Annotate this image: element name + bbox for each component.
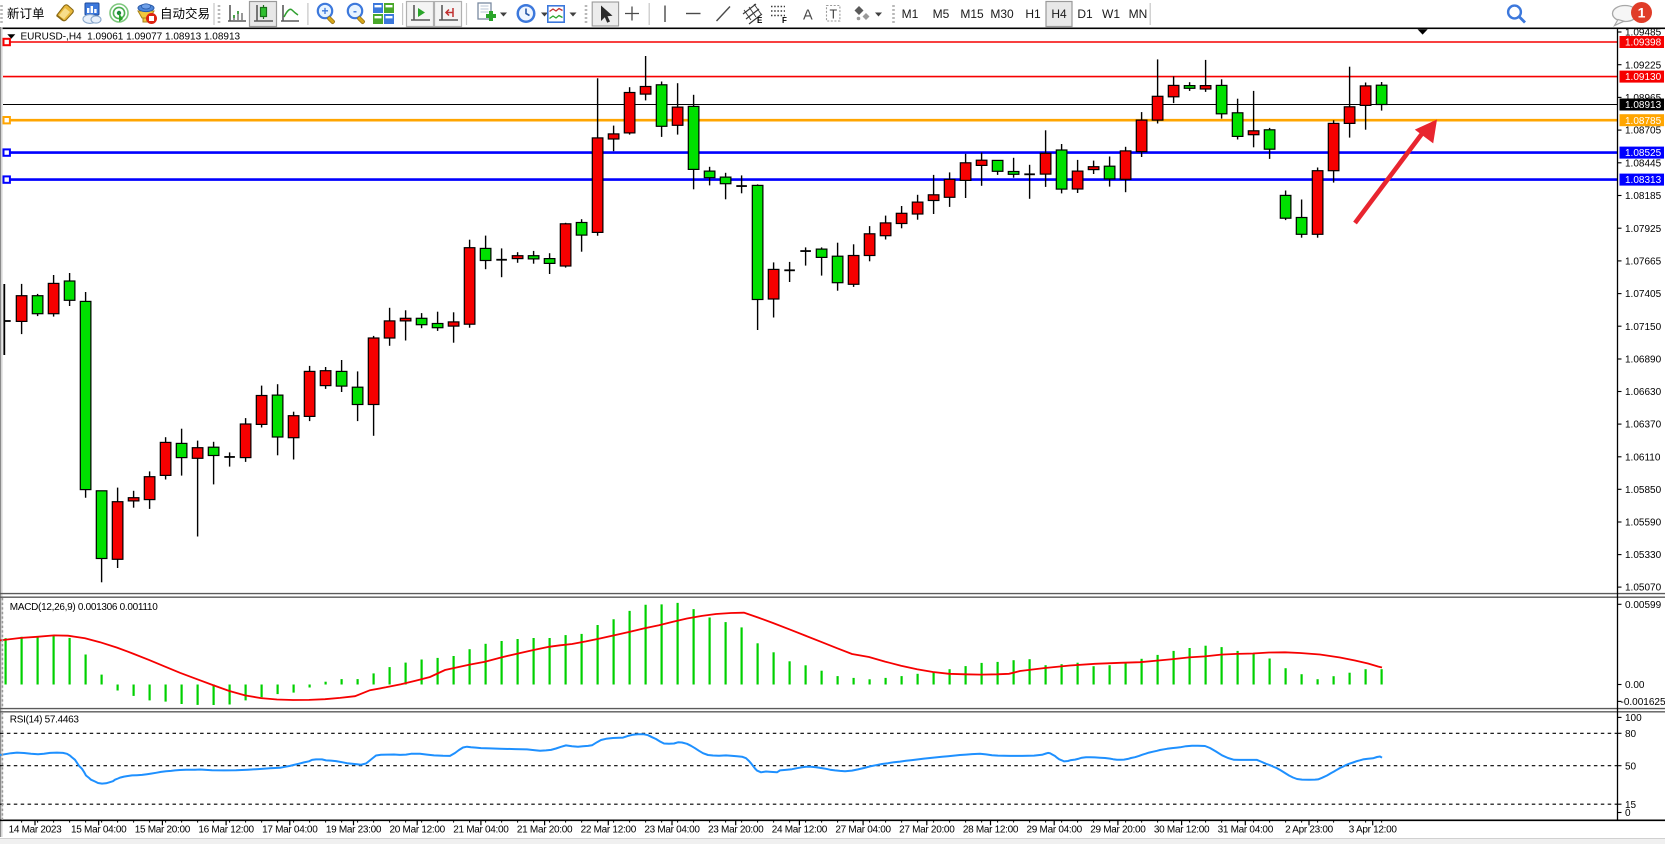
svg-text:1.07925: 1.07925 bbox=[1625, 224, 1662, 235]
svg-text:22 Mar 12:00: 22 Mar 12:00 bbox=[581, 825, 637, 836]
svg-text:23 Mar 20:00: 23 Mar 20:00 bbox=[708, 825, 764, 836]
svg-text:1.06890: 1.06890 bbox=[1625, 355, 1662, 366]
svg-text:1.07150: 1.07150 bbox=[1625, 322, 1662, 333]
svg-text:23 Mar 04:00: 23 Mar 04:00 bbox=[644, 825, 700, 836]
svg-text:2 Apr 23:00: 2 Apr 23:00 bbox=[1285, 825, 1334, 836]
svg-text:80: 80 bbox=[1625, 729, 1637, 740]
svg-text:W1: W1 bbox=[1102, 7, 1120, 21]
svg-text:30 Mar 12:00: 30 Mar 12:00 bbox=[1154, 825, 1210, 836]
svg-text:M15: M15 bbox=[960, 7, 984, 21]
svg-text:24 Mar 12:00: 24 Mar 12:00 bbox=[772, 825, 828, 836]
svg-text:1.08785: 1.08785 bbox=[1625, 116, 1662, 127]
svg-text:M30: M30 bbox=[990, 7, 1014, 21]
svg-text:D1: D1 bbox=[1077, 7, 1093, 21]
svg-text:1.09485: 1.09485 bbox=[1625, 28, 1662, 39]
svg-text:1.09225: 1.09225 bbox=[1625, 60, 1662, 71]
svg-text:1.08913: 1.08913 bbox=[1625, 100, 1662, 111]
svg-text:H4: H4 bbox=[1051, 7, 1067, 21]
svg-text:MACD(12,26,9) 0.001306 0.00111: MACD(12,26,9) 0.001306 0.001110 bbox=[10, 602, 158, 613]
svg-text:0: 0 bbox=[1625, 808, 1631, 819]
svg-text:0.00: 0.00 bbox=[1625, 680, 1645, 691]
svg-text:1.06630: 1.06630 bbox=[1625, 387, 1662, 398]
svg-text:E: E bbox=[757, 16, 763, 25]
svg-text:M1: M1 bbox=[902, 7, 919, 21]
svg-text:16 Mar 12:00: 16 Mar 12:00 bbox=[198, 825, 254, 836]
svg-text:-: - bbox=[353, 4, 357, 18]
svg-text:19 Mar 23:00: 19 Mar 23:00 bbox=[326, 825, 382, 836]
svg-text:+: + bbox=[321, 4, 328, 18]
svg-text:15: 15 bbox=[1625, 800, 1637, 811]
svg-text:20 Mar 12:00: 20 Mar 12:00 bbox=[390, 825, 446, 836]
svg-text:新订单: 新订单 bbox=[7, 6, 45, 21]
svg-text:15 Mar 04:00: 15 Mar 04:00 bbox=[71, 825, 127, 836]
svg-text:15 Mar 20:00: 15 Mar 20:00 bbox=[135, 825, 191, 836]
svg-text:14 Mar 2023: 14 Mar 2023 bbox=[9, 825, 63, 836]
svg-text:17 Mar 04:00: 17 Mar 04:00 bbox=[262, 825, 318, 836]
svg-text:1.05070: 1.05070 bbox=[1625, 583, 1662, 594]
svg-text:T: T bbox=[830, 8, 838, 22]
svg-text:-0.001625: -0.001625 bbox=[1621, 697, 1665, 708]
svg-text:29 Mar 20:00: 29 Mar 20:00 bbox=[1090, 825, 1146, 836]
svg-text:1.06110: 1.06110 bbox=[1625, 452, 1661, 463]
svg-text:1.08185: 1.08185 bbox=[1625, 191, 1662, 202]
svg-text:31 Mar 04:00: 31 Mar 04:00 bbox=[1218, 825, 1274, 836]
svg-text:F: F bbox=[782, 16, 787, 25]
svg-text:A: A bbox=[803, 8, 813, 24]
svg-text:50: 50 bbox=[1625, 761, 1637, 772]
svg-text:28 Mar 12:00: 28 Mar 12:00 bbox=[963, 825, 1019, 836]
svg-text:1.08705: 1.08705 bbox=[1625, 126, 1662, 137]
svg-text:100: 100 bbox=[1625, 713, 1642, 724]
svg-text:H1: H1 bbox=[1025, 7, 1041, 21]
svg-text:21 Mar 04:00: 21 Mar 04:00 bbox=[453, 825, 509, 836]
svg-text:1.09130: 1.09130 bbox=[1625, 72, 1662, 83]
svg-text:M5: M5 bbox=[933, 7, 950, 21]
svg-text:1.09398: 1.09398 bbox=[1625, 38, 1662, 49]
svg-text:1.08445: 1.08445 bbox=[1625, 158, 1662, 169]
svg-text:1: 1 bbox=[1638, 5, 1646, 21]
svg-text:1.05590: 1.05590 bbox=[1625, 518, 1662, 529]
svg-text:EURUSD-,H4 1.09061 1.09077 1.: EURUSD-,H4 1.09061 1.09077 1.08913 1.089… bbox=[21, 32, 241, 43]
svg-text:21 Mar 20:00: 21 Mar 20:00 bbox=[517, 825, 573, 836]
svg-text:1.08525: 1.08525 bbox=[1625, 148, 1662, 159]
svg-text:1.05850: 1.05850 bbox=[1625, 485, 1662, 496]
svg-text:RSI(14) 57.4463: RSI(14) 57.4463 bbox=[10, 715, 80, 726]
svg-text:自动交易: 自动交易 bbox=[160, 6, 210, 21]
svg-text:1.08313: 1.08313 bbox=[1625, 175, 1662, 186]
svg-text:MN: MN bbox=[1129, 7, 1148, 21]
svg-text:27 Mar 20:00: 27 Mar 20:00 bbox=[899, 825, 955, 836]
svg-text:0.00599: 0.00599 bbox=[1625, 600, 1662, 611]
svg-text:27 Mar 04:00: 27 Mar 04:00 bbox=[835, 825, 891, 836]
svg-text:1.06370: 1.06370 bbox=[1625, 420, 1662, 431]
svg-text:3 Apr 12:00: 3 Apr 12:00 bbox=[1349, 825, 1398, 836]
svg-text:1.07405: 1.07405 bbox=[1625, 289, 1662, 300]
svg-text:1.07665: 1.07665 bbox=[1625, 257, 1662, 268]
svg-text:1.05330: 1.05330 bbox=[1625, 550, 1662, 561]
svg-text:29 Mar 04:00: 29 Mar 04:00 bbox=[1027, 825, 1083, 836]
